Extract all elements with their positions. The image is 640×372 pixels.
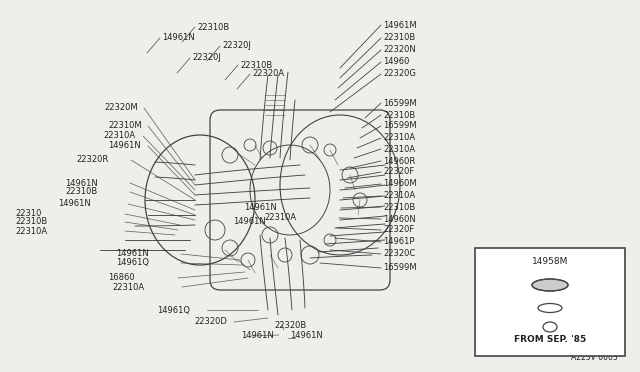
Text: 22310B: 22310B	[15, 218, 47, 227]
Text: 22310A: 22310A	[15, 227, 47, 235]
Text: FROM SEP. '85: FROM SEP. '85	[514, 336, 586, 344]
Text: 22310: 22310	[15, 209, 42, 218]
Text: 14961N: 14961N	[116, 250, 148, 259]
Text: 14960: 14960	[383, 58, 410, 67]
Text: 22320J: 22320J	[222, 42, 251, 51]
Text: 16599M: 16599M	[383, 263, 417, 273]
Text: 22320N: 22320N	[383, 45, 416, 55]
Text: 14961M: 14961M	[383, 20, 417, 29]
Text: 22320J: 22320J	[192, 54, 221, 62]
Text: 14961N: 14961N	[233, 218, 266, 227]
Text: 14961N: 14961N	[65, 179, 98, 187]
Text: A223V 0003: A223V 0003	[572, 353, 618, 362]
Text: 14961N: 14961N	[58, 199, 91, 208]
Text: 22310A: 22310A	[103, 131, 135, 141]
Text: 22310M: 22310M	[108, 122, 141, 131]
Text: 22320B: 22320B	[274, 321, 307, 330]
Text: 14961N: 14961N	[241, 331, 274, 340]
Text: 22310B: 22310B	[383, 110, 415, 119]
Text: 22310A: 22310A	[264, 214, 296, 222]
Text: 22320F: 22320F	[383, 225, 414, 234]
Text: 22310B: 22310B	[65, 187, 97, 196]
Text: 16599M: 16599M	[383, 122, 417, 131]
Ellipse shape	[532, 279, 568, 291]
Text: 14961N: 14961N	[290, 331, 323, 340]
Text: 14958M: 14958M	[532, 257, 568, 266]
Text: 22310A: 22310A	[112, 282, 144, 292]
Text: 14960R: 14960R	[383, 157, 415, 166]
Text: 16860: 16860	[108, 273, 134, 282]
Text: 22310A: 22310A	[383, 144, 415, 154]
Text: 22310B: 22310B	[383, 202, 415, 212]
Text: 22320G: 22320G	[383, 70, 416, 78]
Text: 22320D: 22320D	[194, 317, 227, 327]
Text: 22320C: 22320C	[383, 250, 415, 259]
Text: 14961Q: 14961Q	[157, 305, 190, 314]
Text: 14961Q: 14961Q	[116, 259, 149, 267]
Text: 14961P: 14961P	[383, 237, 415, 247]
Text: 22310B: 22310B	[197, 22, 229, 32]
Text: 14961N: 14961N	[244, 203, 276, 212]
Text: 16599M: 16599M	[383, 99, 417, 108]
Text: 14961N: 14961N	[162, 33, 195, 42]
Text: 14960M: 14960M	[383, 180, 417, 189]
Text: 22310A: 22310A	[383, 192, 415, 201]
Text: 22320R: 22320R	[76, 155, 108, 164]
Text: 14960N: 14960N	[383, 215, 416, 224]
Text: 14961N: 14961N	[108, 141, 141, 151]
Text: 22310B: 22310B	[383, 33, 415, 42]
Text: 22320F: 22320F	[383, 167, 414, 176]
Text: 22320A: 22320A	[252, 70, 284, 78]
Text: 22320M: 22320M	[104, 103, 138, 112]
Bar	[475, 248, 625, 356]
Text: 22310B: 22310B	[240, 61, 272, 70]
Text: 22310A: 22310A	[383, 134, 415, 142]
